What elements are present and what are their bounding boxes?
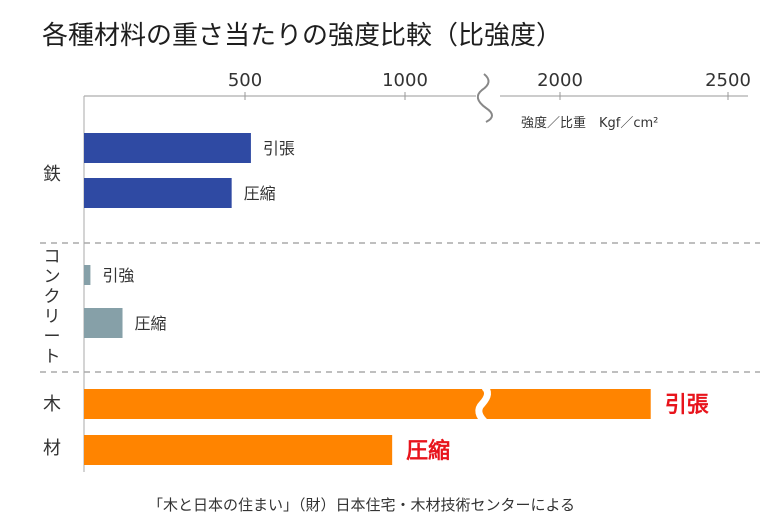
chart-title: 各種材料の重さ当たりの強度比較（比強度） (42, 21, 562, 51)
bar (84, 435, 393, 465)
bar (84, 178, 232, 208)
bar-label: 圧縮 (406, 438, 450, 464)
unit-label: 強度／比重 Kgf／cm² (521, 115, 658, 131)
group-label: 鉄 (43, 164, 61, 185)
x-tick-label: 1000 (382, 70, 428, 91)
bar-label: 圧縮 (135, 314, 167, 333)
bar (84, 389, 651, 419)
x-tick-label: 2500 (705, 70, 751, 91)
group-label: コンクリート (44, 247, 61, 367)
bar-label: 圧縮 (244, 184, 276, 203)
bar-break-gap (475, 384, 491, 426)
bars-layer (84, 133, 651, 465)
bar-label: 引張 (263, 139, 295, 158)
x-tick-label: 2000 (537, 70, 583, 91)
bar-label: 引強 (102, 266, 134, 285)
bar-label: 引張 (665, 393, 710, 418)
group-label: 木材 (43, 394, 61, 459)
bar (84, 133, 251, 163)
bar (84, 265, 91, 285)
axis-break-mark (476, 73, 493, 123)
bar (84, 308, 123, 338)
x-tick-label: 500 (228, 70, 262, 91)
source-note: 「木と日本の住まい」（財）日本住宅・木材技術センターによる (148, 496, 575, 514)
